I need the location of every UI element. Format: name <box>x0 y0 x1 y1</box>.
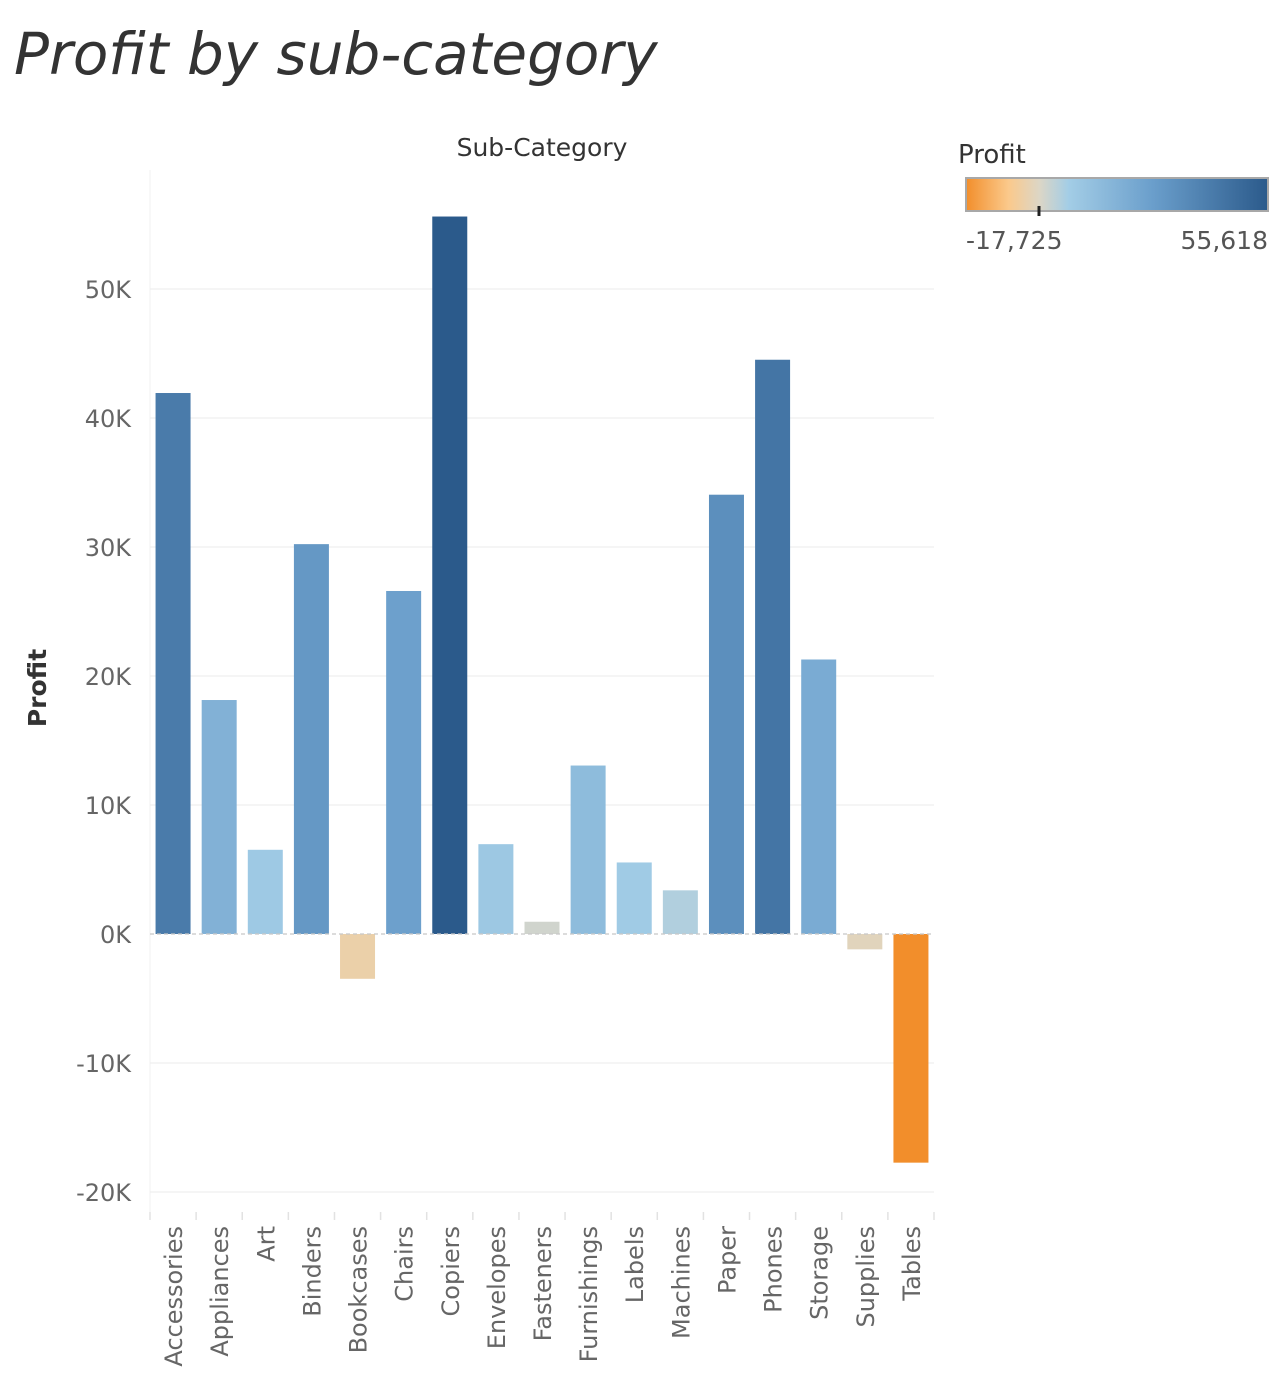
x-tick-label-phones: Phones <box>760 1226 788 1313</box>
y-tick-label: 40K <box>85 405 133 433</box>
x-tick-label-bookcases: Bookcases <box>345 1226 373 1353</box>
legend-max-label: 55,618 <box>1181 226 1268 255</box>
bar-accessories[interactable] <box>155 393 191 934</box>
bar-appliances[interactable] <box>201 700 237 934</box>
legend-gradient-bar <box>965 177 1269 212</box>
bar-copiers[interactable] <box>432 216 468 934</box>
x-tick-label-fasteners: Fasteners <box>529 1226 557 1341</box>
bar-binders[interactable] <box>293 544 329 934</box>
x-tick-label-chairs: Chairs <box>391 1226 419 1302</box>
bar-furnishings[interactable] <box>570 765 606 934</box>
legend-min-label: -17,725 <box>966 226 1063 255</box>
y-tick-label: -10K <box>76 1050 132 1078</box>
y-axis-title: Profit <box>23 649 52 727</box>
column-header: Sub-Category <box>457 133 628 162</box>
x-tick-label-tables: Tables <box>898 1226 926 1302</box>
x-tick-label-supplies: Supplies <box>852 1226 880 1328</box>
bar-tables[interactable] <box>893 934 929 1163</box>
y-tick-label: -20K <box>76 1179 132 1207</box>
x-ticks <box>149 1212 935 1220</box>
bar-envelopes[interactable] <box>478 844 514 934</box>
bar-fasteners[interactable] <box>524 921 560 934</box>
x-tick-label-furnishings: Furnishings <box>575 1226 603 1362</box>
x-tick-label-machines: Machines <box>667 1226 695 1339</box>
x-tick-label-binders: Binders <box>298 1226 326 1317</box>
x-tick-label-copiers: Copiers <box>437 1226 465 1316</box>
bar-phones[interactable] <box>755 359 791 934</box>
x-tick-label-paper: Paper <box>713 1226 741 1294</box>
y-tick-labels: -20K -10K 0K 10K 20K 30K 40K 50K <box>76 276 132 1207</box>
bar-labels[interactable] <box>616 862 652 934</box>
bar-storage[interactable] <box>801 659 837 934</box>
color-legend: Profit -17,725 55,618 <box>958 140 1269 255</box>
bar-supplies[interactable] <box>847 934 883 950</box>
y-tick-label: 0K <box>100 921 132 949</box>
legend-title: Profit <box>958 140 1026 170</box>
y-tick-label: 10K <box>85 792 133 820</box>
x-tick-labels: Accessories Appliances Art Binders Bookcases… <box>160 1226 926 1367</box>
bar-bookcases[interactable] <box>340 934 376 979</box>
y-tick-label: 20K <box>85 663 133 691</box>
x-tick-label-art: Art <box>252 1226 280 1262</box>
x-tick-label-storage: Storage <box>806 1226 834 1320</box>
bars <box>155 216 929 1163</box>
y-tick-label: 30K <box>85 534 133 562</box>
y-tick-label: 50K <box>85 276 133 304</box>
bar-art[interactable] <box>247 849 283 934</box>
x-tick-label-appliances: Appliances <box>206 1226 234 1357</box>
x-tick-label-labels: Labels <box>621 1226 649 1303</box>
x-tick-label-envelopes: Envelopes <box>483 1226 511 1349</box>
chart-title: Profit by sub-category <box>14 20 658 88</box>
bar-chairs[interactable] <box>386 590 422 934</box>
x-tick-label-accessories: Accessories <box>160 1226 188 1367</box>
bar-paper[interactable] <box>708 494 744 934</box>
grid-lines <box>150 288 934 1193</box>
bar-machines[interactable] <box>662 890 698 934</box>
